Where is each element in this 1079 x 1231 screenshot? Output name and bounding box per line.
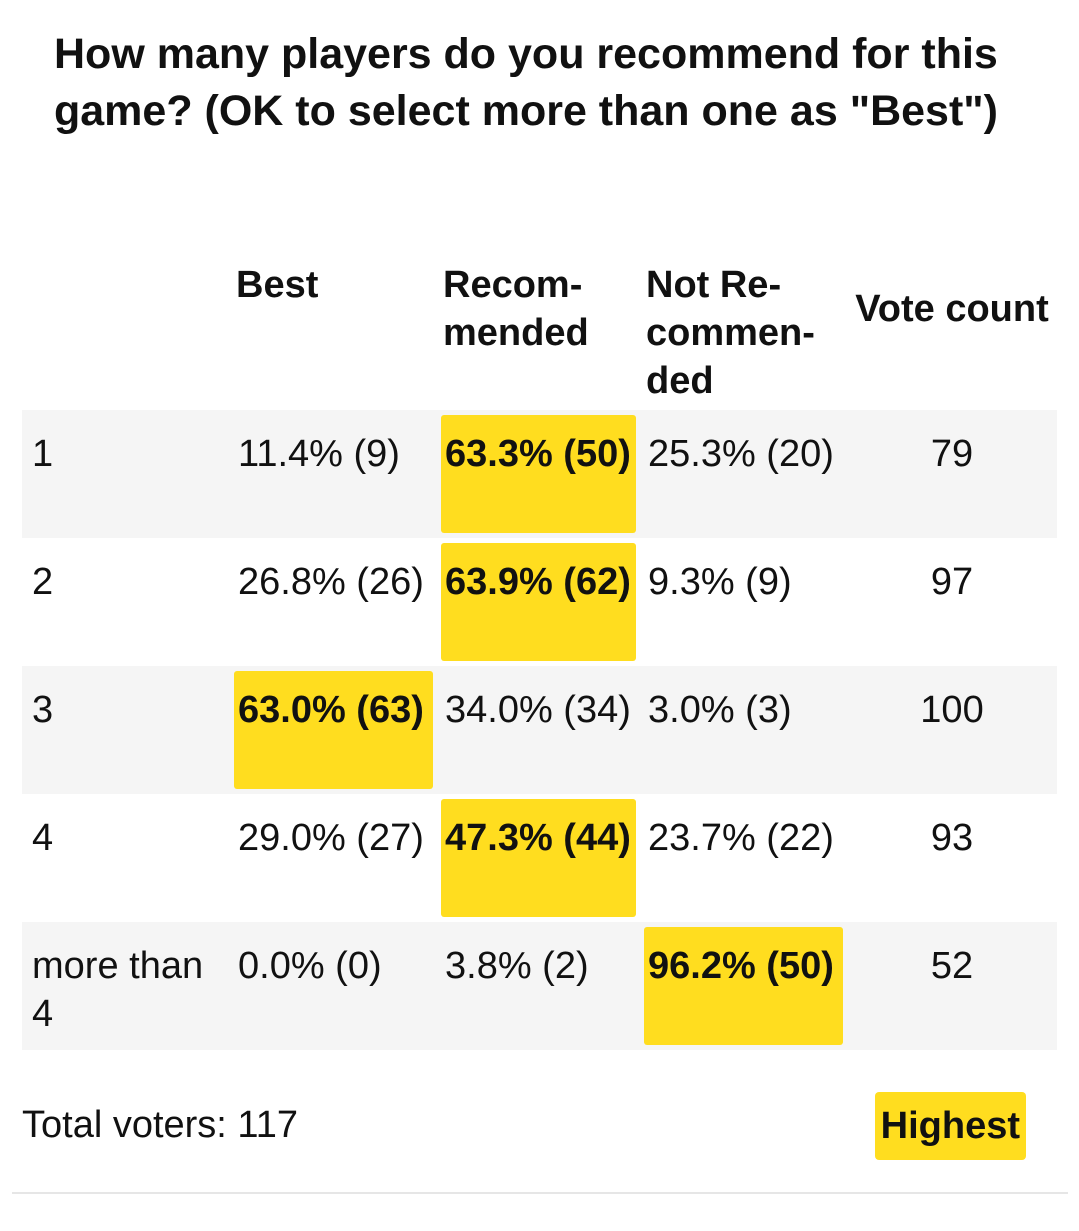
vote-count: 93 [930,817,974,859]
header-recommended: Recom-mended [443,264,589,354]
poll-footer: Total voters: 117 Highest [22,1092,1057,1160]
recommended-cell: 63.3% (50) [437,410,640,538]
not-recommended-value: 3.0% (3) [648,689,792,731]
best-cell: 11.4% (9) [230,410,437,538]
recommended-value: 63.3% (50) [445,433,631,475]
header-best: Best [236,264,319,306]
player-count: 4 [32,817,54,859]
best-cell: 63.0% (63) [230,666,437,794]
highest-highlight [441,543,636,661]
not-recommended-value: 96.2% (50) [648,945,834,987]
vote-count: 100 [920,689,984,731]
player-count: 2 [32,561,54,603]
not-recommended-cell: 23.7% (22) [640,794,847,922]
table-row: 2 26.8% (26) 63.9% (62) 9.3% (9) 97 [22,538,1057,666]
player-count: 3 [32,689,54,731]
best-value: 63.0% (63) [238,689,424,731]
best-cell: 0.0% (0) [230,922,437,1050]
divider [12,1192,1068,1194]
player-count: more than 4 [32,945,204,1035]
recommended-value: 34.0% (34) [445,689,631,731]
table-header: Best Recom-mended Not Re-commen-ded Vote… [22,255,1057,410]
recommended-value: 3.8% (2) [445,945,589,987]
vote-count: 52 [930,945,974,987]
vote-count: 79 [930,433,974,475]
total-voters: Total voters: 117 [22,1104,299,1146]
vote-count: 97 [930,561,974,603]
best-value: 0.0% (0) [238,945,382,987]
not-recommended-cell: 96.2% (50) [640,922,847,1050]
recommended-cell: 47.3% (44) [437,794,640,922]
recommended-cell: 63.9% (62) [437,538,640,666]
highest-highlight [441,799,636,917]
player-count: 1 [32,433,54,475]
best-value: 26.8% (26) [238,561,424,603]
not-recommended-value: 25.3% (20) [648,433,834,475]
highest-legend: Highest [874,1092,1026,1160]
not-recommended-cell: 9.3% (9) [640,538,847,666]
recommended-cell: 34.0% (34) [437,666,640,794]
header-vote-count: Vote count [855,288,1049,330]
not-recommended-cell: 3.0% (3) [640,666,847,794]
header-player-count [22,255,230,410]
recommended-value: 47.3% (44) [445,817,631,859]
table-row: more than 4 0.0% (0) 3.8% (2) 96.2% (50) 52 [22,922,1057,1050]
not-recommended-value: 23.7% (22) [648,817,834,859]
table-row: 3 63.0% (63) 34.0% (34) 3.0% (3) 100 [22,666,1057,794]
table-row: 4 29.0% (27) 47.3% (44) 23.7% (22) 93 [22,794,1057,922]
best-cell: 26.8% (26) [230,538,437,666]
highest-highlight [234,671,433,789]
table-row: 1 11.4% (9) 63.3% (50) 25.3% (20) 79 [22,410,1057,538]
recommended-cell: 3.8% (2) [437,922,640,1050]
best-value: 29.0% (27) [238,817,424,859]
highest-highlight [644,927,843,1045]
poll-title: How many players do you recommend for th… [54,30,998,135]
player-count-poll-table: Best Recom-mended Not Re-commen-ded Vote… [22,255,1057,1050]
not-recommended-cell: 25.3% (20) [640,410,847,538]
highest-highlight [441,415,636,533]
not-recommended-value: 9.3% (9) [648,561,792,603]
best-cell: 29.0% (27) [230,794,437,922]
header-not-recommended: Not Re-commen-ded [646,264,815,402]
best-value: 11.4% (9) [238,433,400,475]
recommended-value: 63.9% (62) [445,561,631,603]
